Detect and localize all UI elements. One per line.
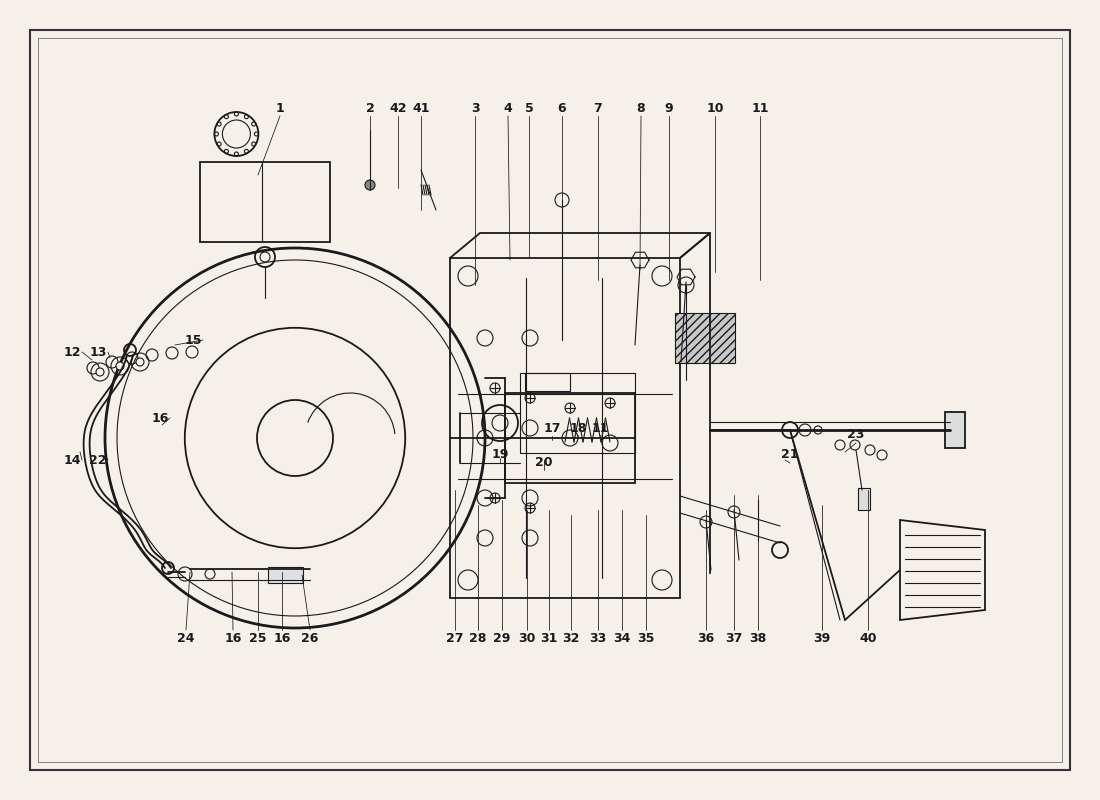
Text: 23: 23 <box>847 429 865 442</box>
Text: 30: 30 <box>518 631 536 645</box>
Text: 42: 42 <box>389 102 407 114</box>
Circle shape <box>365 180 375 190</box>
Text: 38: 38 <box>749 631 767 645</box>
Circle shape <box>136 358 144 366</box>
Bar <box>945 412 965 448</box>
Text: 7: 7 <box>594 102 603 114</box>
Text: 3: 3 <box>471 102 480 114</box>
Text: 33: 33 <box>590 631 606 645</box>
Bar <box>525 373 570 391</box>
Text: 41: 41 <box>412 102 430 114</box>
Text: 29: 29 <box>493 631 510 645</box>
Text: 28: 28 <box>470 631 486 645</box>
Text: 1: 1 <box>276 102 285 114</box>
Text: 2: 2 <box>365 102 374 114</box>
Text: 20: 20 <box>536 455 552 469</box>
Text: 17: 17 <box>543 422 561 434</box>
Text: 31: 31 <box>540 631 558 645</box>
Text: 11: 11 <box>592 422 608 434</box>
Text: 16: 16 <box>224 631 242 645</box>
Text: 40: 40 <box>859 631 877 645</box>
Bar <box>675 313 735 363</box>
Bar <box>505 393 635 483</box>
Bar <box>268 567 302 583</box>
Circle shape <box>96 368 104 376</box>
Text: 12: 12 <box>64 346 80 358</box>
Text: 32: 32 <box>562 631 580 645</box>
Text: 4: 4 <box>504 102 513 114</box>
Text: 39: 39 <box>813 631 830 645</box>
Text: 22: 22 <box>89 454 107 466</box>
Text: 26: 26 <box>301 631 319 645</box>
Circle shape <box>116 362 124 370</box>
Text: 19: 19 <box>492 449 508 462</box>
Text: 6: 6 <box>558 102 566 114</box>
Text: 8: 8 <box>637 102 646 114</box>
Bar <box>520 373 635 453</box>
Text: 34: 34 <box>614 631 630 645</box>
Text: 27: 27 <box>447 631 464 645</box>
Text: 10: 10 <box>706 102 724 114</box>
Text: 36: 36 <box>697 631 715 645</box>
Text: 14: 14 <box>64 454 80 466</box>
Text: 15: 15 <box>185 334 201 346</box>
Text: 16: 16 <box>152 411 168 425</box>
Text: 24: 24 <box>177 631 195 645</box>
Text: 13: 13 <box>89 346 107 358</box>
Text: 5: 5 <box>525 102 533 114</box>
Text: 9: 9 <box>664 102 673 114</box>
Text: 35: 35 <box>637 631 654 645</box>
Text: 21: 21 <box>781 449 799 462</box>
Text: 37: 37 <box>725 631 742 645</box>
Text: 25: 25 <box>250 631 266 645</box>
Bar <box>858 488 870 510</box>
Bar <box>200 162 330 242</box>
Bar <box>450 258 680 598</box>
Text: 11: 11 <box>751 102 769 114</box>
Text: 16: 16 <box>273 631 290 645</box>
Text: 18: 18 <box>570 422 586 434</box>
